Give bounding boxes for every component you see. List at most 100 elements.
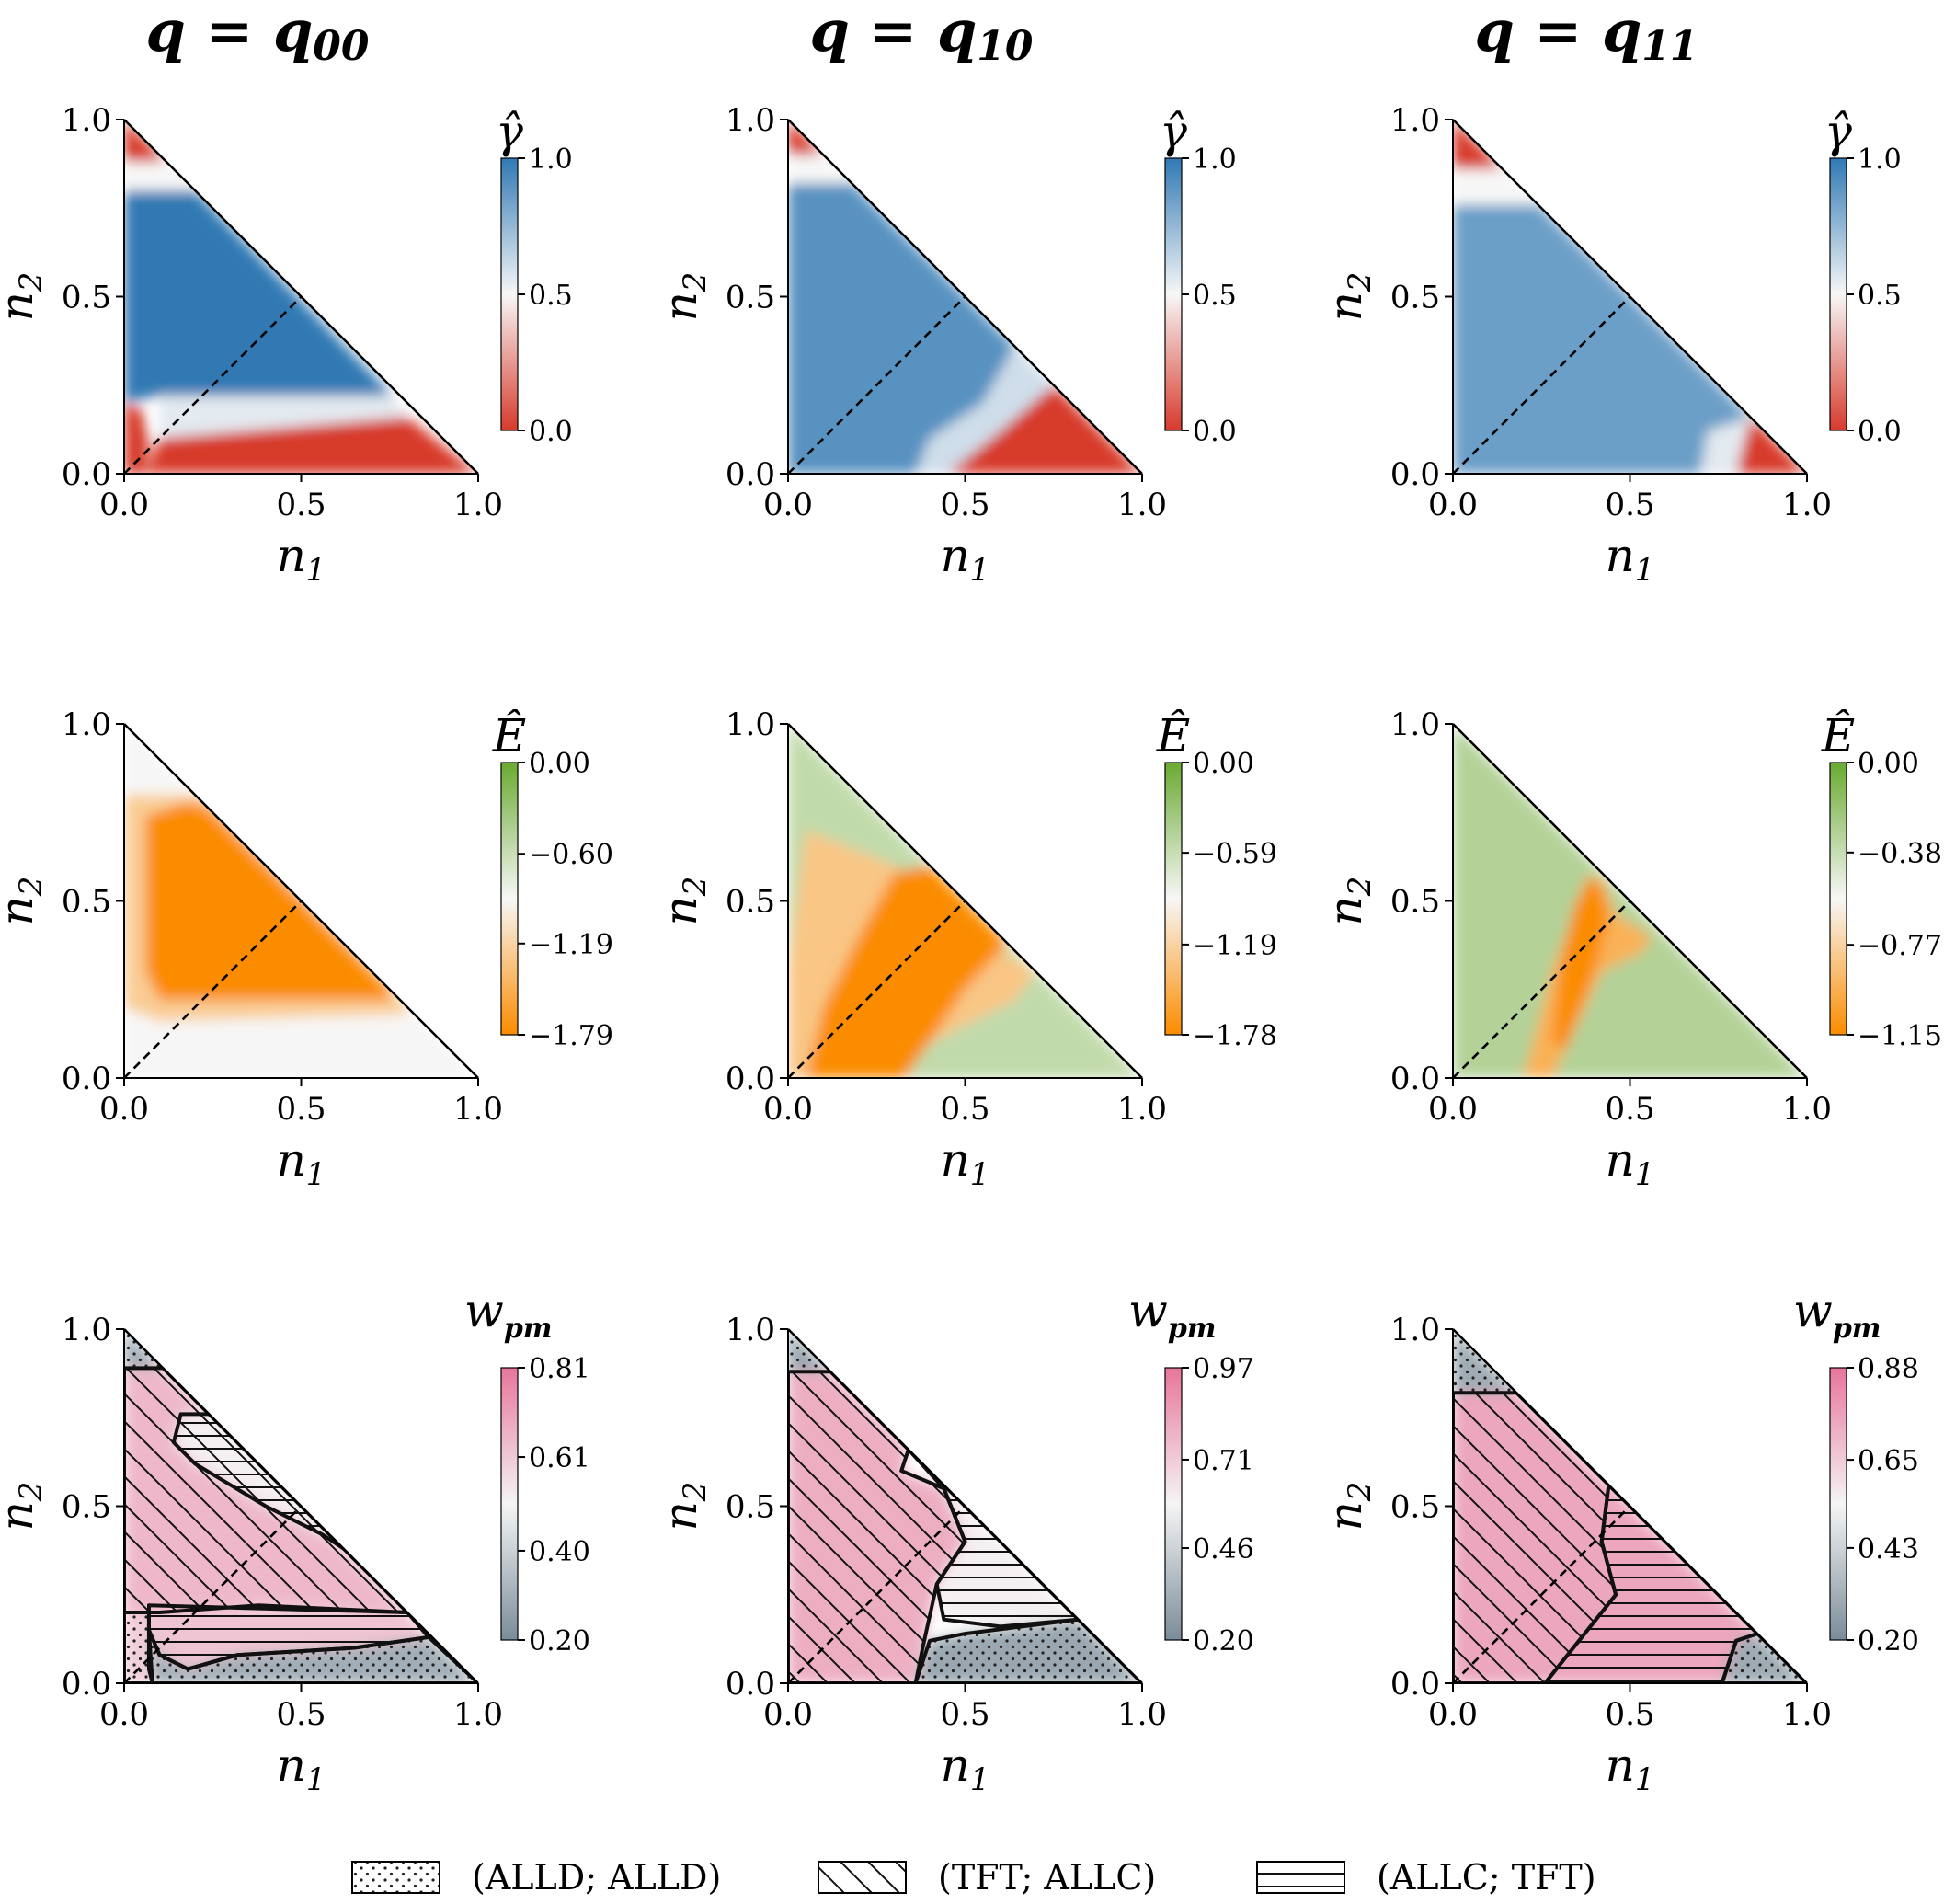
x-tick-label: 1.0	[453, 1091, 503, 1128]
colorbar-title: γ̂	[1824, 105, 1852, 158]
colorbar-title: wpm	[464, 1284, 553, 1345]
region-1	[1453, 168, 1538, 205]
panel-energy-1: 0.00.0 0.5 0.5 1.0 1.0 n1 n2 0.00 −0.59 −1.19 −1.7…	[654, 706, 1277, 1193]
colorbar-tick-label: 0.20	[1858, 1625, 1919, 1657]
column-title-sub: 10	[977, 23, 1034, 70]
x-tick-label: 1.0	[1782, 487, 1832, 523]
colorbar-gradient	[501, 763, 518, 1035]
colorbar-gradient	[1165, 158, 1182, 430]
colorbar-gradient	[1830, 763, 1847, 1035]
y-tick-label: 1.0	[62, 706, 111, 743]
colorbar-tick-label: −0.77	[1858, 930, 1942, 962]
x-tick-label: 1.0	[1117, 1696, 1167, 1733]
y-axis-label: n2	[1319, 272, 1378, 322]
hatch-dots-3	[915, 1619, 1142, 1683]
heatmap-area	[788, 120, 1142, 474]
colorbar-tick-label: 0.97	[1193, 1353, 1254, 1385]
column-title-main: q = q	[145, 0, 313, 64]
colorbar-tick-label: 0.20	[1193, 1625, 1254, 1657]
panel-strategy-0: 0.00.0 0.5 0.5 1.0 1.0 n1 n2 0.81 0.61 0.40 0.20 wp…	[0, 1284, 590, 1798]
region-boundary	[124, 1611, 154, 1683]
colorbar-tick-label: 0.81	[529, 1353, 590, 1385]
colorbar-tick-label: 0.00	[1193, 748, 1254, 780]
colorbar-tick-label: 0.5	[1193, 280, 1237, 312]
colorbar-title: Ê	[492, 708, 527, 763]
y-tick-label: 1.0	[726, 102, 775, 139]
colorbar: 0.0 0.5 1.0γ̂	[1824, 105, 1902, 448]
y-tick-label: 0.0	[62, 456, 111, 493]
diagonal-dashed	[787, 295, 966, 475]
y-tick-label: 0.5	[62, 280, 111, 316]
colorbar-gradient	[501, 1368, 518, 1640]
colorbar-gradient	[1830, 1368, 1847, 1640]
x-tick-label: 0.5	[940, 1091, 989, 1128]
x-tick-label: 1.0	[453, 487, 503, 523]
colorbar-tick-label: 0.61	[529, 1442, 590, 1474]
x-tick-label: 1.0	[1782, 1091, 1832, 1128]
x-axis-label: n1	[1606, 1738, 1655, 1798]
x-tick-label: 0.0	[1428, 1091, 1478, 1128]
diagonal-dashed	[787, 1505, 966, 1684]
colorbar-tick-label: 0.40	[529, 1536, 590, 1568]
column-title-0: q = q00	[145, 0, 369, 70]
y-tick-label: 0.0	[1390, 456, 1440, 493]
hatch-hlines-2	[1545, 1485, 1758, 1683]
colorbar-tick-label: −0.60	[529, 839, 613, 871]
x-tick-label: 0.0	[99, 1091, 149, 1128]
y-axis-label: n2	[1319, 1482, 1378, 1531]
region-3	[1700, 417, 1751, 474]
legend-item-diag: (TFT; ALLC)	[818, 1857, 1156, 1898]
colorbar-gradient	[501, 158, 518, 430]
colorbar: 0.0 0.5 1.0γ̂	[496, 105, 573, 448]
colorbar: 0.88 0.65 0.43 0.20 wpm	[1793, 1284, 1919, 1657]
colorbar-tick-label: −1.78	[1193, 1020, 1277, 1052]
region-4	[947, 384, 1142, 474]
panel-strategy-2: 0.00.0 0.5 0.5 1.0 1.0 n1 n2 0.88 0.65 0.43 0.20 wp…	[1319, 1284, 1919, 1798]
column-title-1: q = q10	[809, 0, 1033, 70]
y-tick-label: 0.5	[726, 280, 775, 316]
legend-label: (TFT; ALLC)	[938, 1857, 1156, 1898]
y-tick-label: 1.0	[62, 1312, 111, 1348]
y-axis-label: n2	[654, 877, 714, 926]
column-title-sub: 11	[1641, 23, 1698, 70]
colorbar-tick-label: 0.0	[1858, 416, 1902, 448]
x-tick-label: 0.5	[940, 1696, 989, 1733]
region-2	[806, 866, 1008, 1078]
region-2	[788, 183, 1015, 474]
y-tick-label: 1.0	[1390, 102, 1440, 139]
colorbar: 0.97 0.71 0.46 0.20 wpm	[1128, 1284, 1254, 1657]
column-title-main: q = q	[1474, 0, 1641, 64]
x-tick-label: 0.5	[276, 1696, 326, 1733]
x-axis-label: n1	[277, 529, 326, 589]
diagonal-dashed	[123, 900, 303, 1079]
column-title-main: q = q	[809, 0, 977, 64]
region-2	[1453, 204, 1751, 474]
colorbar-title: γ̂	[1160, 105, 1187, 158]
legend-item-dots: (ALLD; ALLD)	[351, 1857, 721, 1898]
colorbar-tick-label: 0.43	[1858, 1533, 1919, 1566]
region-1	[788, 155, 852, 184]
colorbar: 0.00 −0.38 −0.77 −1.15 Ê	[1821, 708, 1942, 1052]
diagonal-dashed	[123, 295, 303, 475]
y-tick-label: 1.0	[62, 102, 111, 139]
column-title-2: q = q11	[1474, 0, 1698, 70]
diagonal-dashed	[123, 1505, 303, 1684]
colorbar-tick-label: −1.15	[1858, 1020, 1942, 1052]
legend-label: (ALLC; TFT)	[1377, 1857, 1596, 1898]
x-tick-label: 0.0	[1428, 487, 1478, 523]
y-tick-label: 0.5	[726, 884, 775, 921]
y-tick-label: 0.5	[726, 1489, 775, 1526]
column-title-sub: 00	[313, 23, 370, 70]
y-axis-label: n2	[0, 272, 50, 322]
region-3	[159, 396, 407, 439]
x-tick-label: 1.0	[1782, 1696, 1832, 1733]
region-boundary	[146, 1628, 478, 1683]
x-axis-label: n1	[941, 1133, 990, 1193]
y-tick-label: 0.0	[726, 1061, 775, 1097]
x-axis-label: n1	[277, 1133, 326, 1193]
colorbar-tick-label: 0.5	[1858, 280, 1902, 312]
x-tick-label: 1.0	[453, 1696, 503, 1733]
y-axis-label: n2	[0, 1482, 50, 1531]
colorbar: 0.81 0.61 0.40 0.20 wpm	[464, 1284, 590, 1657]
